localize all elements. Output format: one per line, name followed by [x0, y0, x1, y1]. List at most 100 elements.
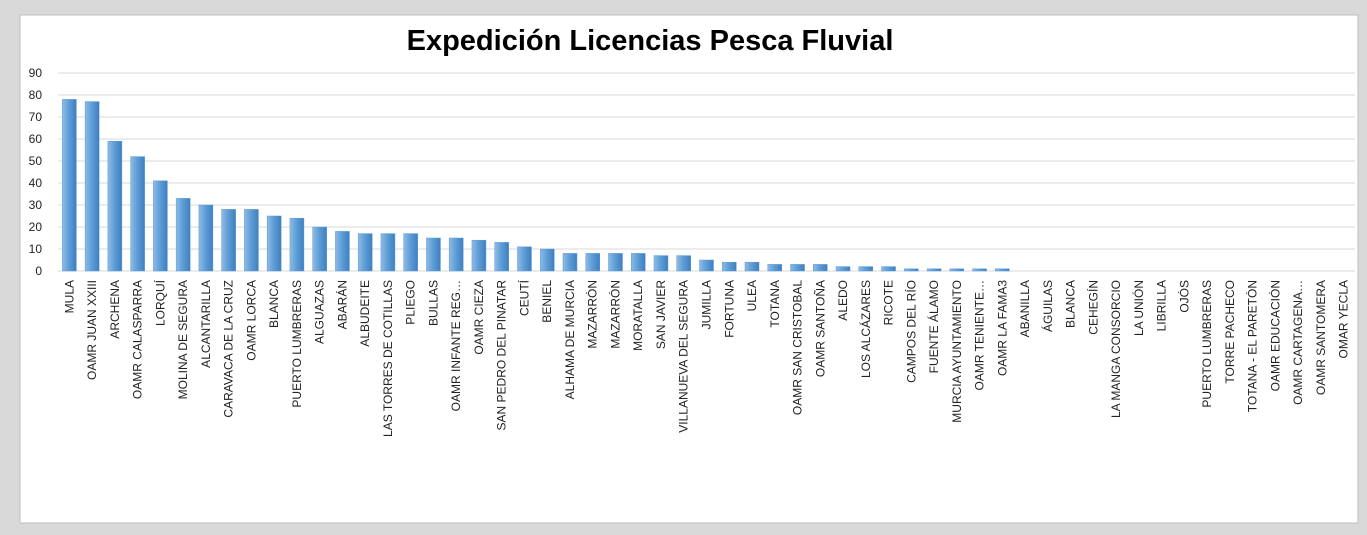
x-tick-label: OAMR SANTOMERA [1314, 280, 1328, 395]
bar [266, 215, 282, 272]
bar [881, 266, 896, 272]
x-tick-label: RICOTE [882, 280, 896, 325]
x-tick-label: LA MANGA CONSORCIO [1109, 280, 1123, 418]
x-tick-label: LORQUÍ [152, 279, 167, 326]
x-tick-label: MORATALLA [631, 280, 645, 351]
bar [380, 233, 396, 272]
x-tick-label: OAMR CARTAGENA… [1291, 280, 1305, 405]
bar [767, 264, 783, 272]
x-tick-label: OAMR EDUCACIÓN [1267, 280, 1282, 391]
bar [653, 255, 669, 272]
x-tick-label: FORTUNA [722, 280, 736, 338]
y-tick-label: 10 [29, 242, 43, 256]
x-tick-label: CARAVACA DE LA CRUZ [222, 280, 236, 418]
y-tick-label: 20 [29, 220, 43, 234]
x-tick-label: PLIEGO [404, 280, 418, 325]
bar [972, 268, 987, 272]
bar [494, 242, 509, 272]
x-tick-label: OAMR CIEZA [472, 280, 486, 355]
x-tick-label: ALHAMA DE MURCIA [563, 280, 577, 399]
x-tick-label: OAMR LORCA [244, 280, 258, 361]
chart-title: Expedición Licencias Pesca Fluvial [407, 25, 894, 57]
bar [130, 156, 145, 272]
x-tick-label: CEHEGÍN [1085, 280, 1100, 335]
bar [539, 248, 555, 272]
x-tick-label: OAMR SAN CRISTOBAL [791, 280, 805, 415]
y-tick-label: 50 [29, 154, 43, 168]
x-tick-label: BLANCA [1064, 280, 1078, 328]
bar [676, 255, 691, 272]
y-tick-label: 40 [29, 176, 43, 190]
x-tick-label: BULLAS [426, 280, 440, 326]
x-tick-label: OAMR CALASPARRA [131, 280, 145, 399]
x-tick-label: ULEA [745, 280, 759, 311]
x-tick-label: ALGUAZAS [313, 280, 327, 344]
x-tick-label: OAMR JUAN XXIII [85, 280, 99, 380]
x-tick-label: OAMR LA FAMA3 [995, 280, 1009, 376]
bar [585, 253, 600, 272]
x-tick-label: ABARÁN [334, 280, 349, 329]
x-tick-label: ARCHENA [108, 280, 122, 339]
x-tick-label: MULA [62, 280, 76, 313]
x-tick-label: ALBUDEITE [358, 280, 372, 347]
x-tick-label: CAMPOS DEL RÍO [903, 280, 918, 383]
x-tick-label: MOLINA DE SEGURA [176, 280, 190, 399]
bar [995, 268, 1010, 272]
x-tick-label: BENIEL [540, 280, 554, 323]
x-tick-label: ALEDO [836, 280, 850, 321]
x-tick-label: VILLANUEVA DEL SEGURA [677, 280, 691, 433]
bar [84, 101, 100, 272]
y-tick-label: 70 [29, 110, 43, 124]
bar [289, 217, 305, 272]
bar [608, 253, 623, 272]
x-tick-label: ALCANTARILLA [199, 280, 213, 368]
x-tick-label: SAN PEDRO DEL PINATAR [495, 280, 509, 431]
x-tick-label: TOTANA [768, 280, 782, 328]
bar [107, 140, 123, 272]
x-tick-label: TOTANA - EL PARETÓN [1245, 280, 1260, 412]
x-tick-label: LIBRILLA [1155, 280, 1169, 331]
bar [722, 261, 737, 272]
bar [312, 226, 327, 272]
bar [699, 259, 714, 272]
bar [949, 268, 965, 272]
y-tick-label: 90 [29, 66, 43, 80]
bar [926, 268, 942, 272]
x-tick-label: PUERTO LUMBRERAS [1200, 280, 1214, 408]
x-tick-label: OAMR TENIENTE… [973, 280, 987, 390]
bar [221, 209, 236, 272]
bar [153, 180, 168, 272]
bar [858, 266, 874, 272]
bar [813, 264, 828, 272]
bar [175, 198, 191, 272]
bar [448, 237, 464, 272]
x-tick-label: OAMR INFANTE REG… [449, 280, 463, 411]
x-tick-label: FUENTE ÁLAMO [926, 280, 941, 373]
x-tick-label: CEUTÍ [516, 279, 531, 316]
x-tick-label: LA UNIÓN [1131, 280, 1146, 336]
y-tick-label: 0 [35, 264, 42, 278]
bar [471, 239, 487, 272]
x-tick-label: JUMILLA [700, 280, 714, 329]
x-tick-label: ABANILLA [1018, 280, 1032, 337]
bar [62, 99, 77, 272]
x-tick-label: BLANCA [267, 280, 281, 328]
bar [244, 209, 259, 272]
x-tick-label: MAZARRÓN [585, 280, 600, 349]
x-tick-label: ÁGUILAS [1040, 280, 1055, 332]
bar [198, 204, 214, 272]
bar [357, 233, 373, 272]
bar [790, 264, 805, 272]
x-tick-label: SAN JAVIER [654, 280, 668, 349]
y-tick-label: 60 [29, 132, 43, 146]
y-tick-label: 30 [29, 198, 43, 212]
x-tick-label: TORRE PACHECO [1223, 280, 1237, 384]
y-tick-label: 80 [29, 88, 43, 102]
x-tick-label: LOS ALCÁZARES [858, 280, 873, 378]
bar [403, 233, 418, 272]
bar [517, 246, 532, 272]
bar [426, 237, 441, 272]
x-tick-label: LAS TORRES DE COTILLAS [381, 280, 395, 437]
